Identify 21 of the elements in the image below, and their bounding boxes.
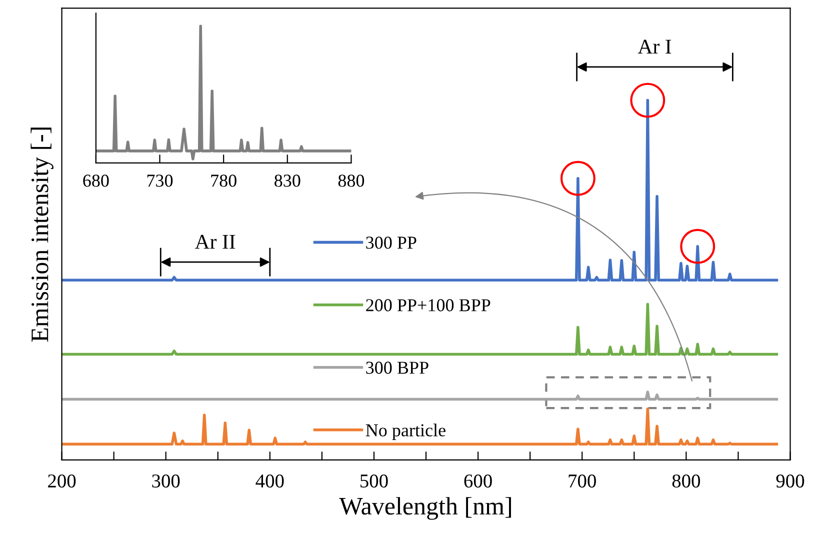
x-tick-label: 730 xyxy=(147,174,173,187)
y-axis-title: Emission intensity [-] xyxy=(30,128,54,342)
x-tick-label: 300 xyxy=(152,474,180,488)
legend-label: No particle xyxy=(366,424,446,440)
x-tick-label: 600 xyxy=(464,474,492,488)
text: Ar I xyxy=(638,40,672,54)
x-tick-label: 700 xyxy=(568,474,596,488)
legend-label: 200 PP+100 BPP xyxy=(366,299,490,312)
x-tick-label: 780 xyxy=(211,174,236,187)
x-tick-label: 900 xyxy=(776,474,804,488)
x-tick-label: 880 xyxy=(338,174,364,187)
x-tick-label: 200 xyxy=(48,474,76,488)
x-axis-title: Wavelength [nm] xyxy=(339,497,511,520)
legend-label: 300 PP xyxy=(366,236,416,249)
legend-label: 300 BPP xyxy=(366,362,428,374)
x-tick-label: 680 xyxy=(83,174,109,187)
annotation: Ar II xyxy=(194,234,236,249)
x-tick-label: 400 xyxy=(256,474,284,488)
x-tick-label: 500 xyxy=(360,474,388,488)
x-tick-label: 800 xyxy=(672,474,700,488)
x-tick-label: 830 xyxy=(274,174,300,187)
